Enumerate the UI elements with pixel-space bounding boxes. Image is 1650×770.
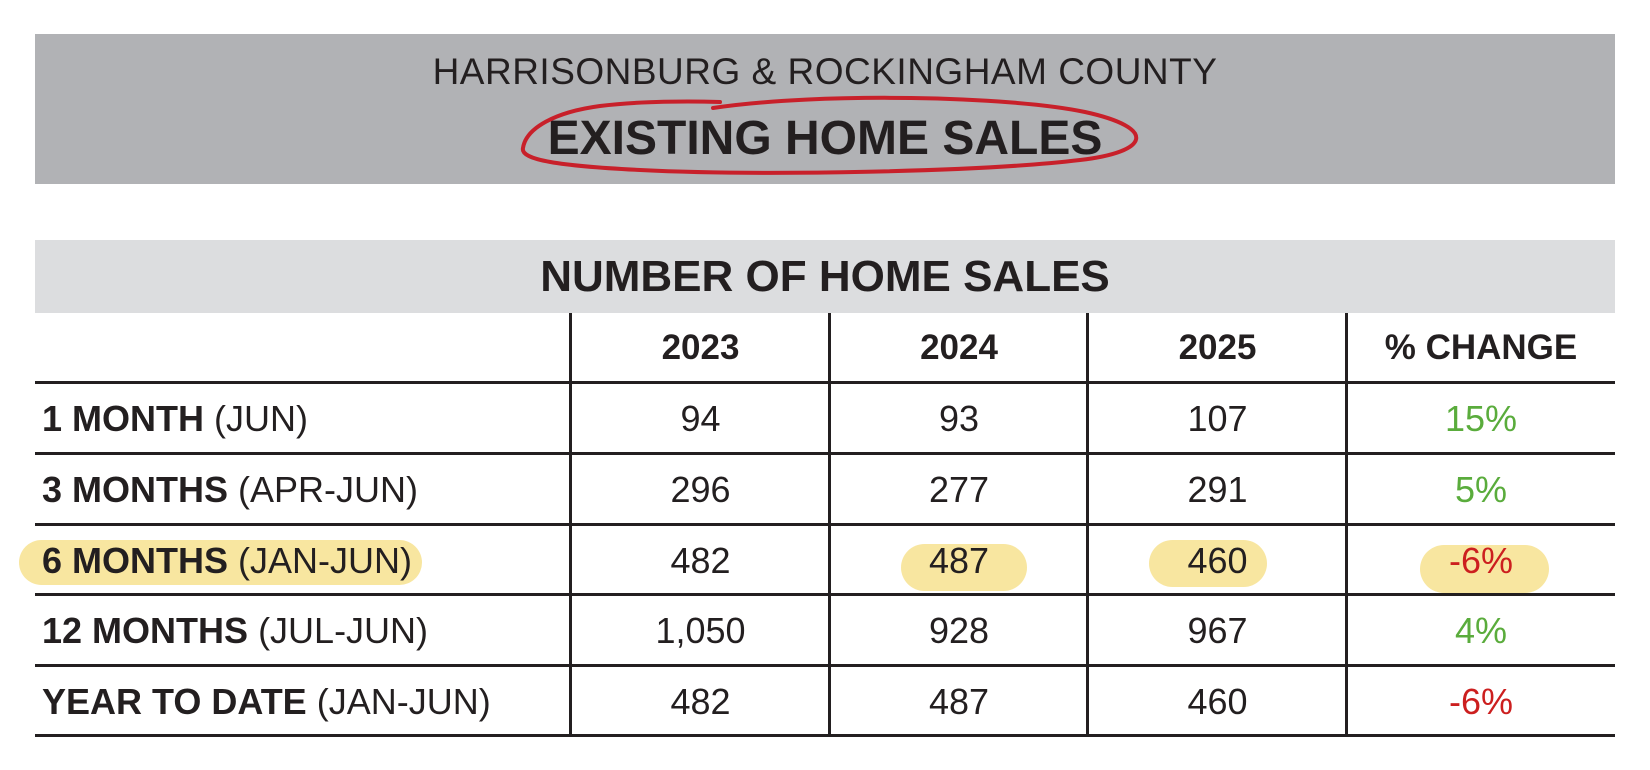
highlight-mark (1420, 545, 1549, 593)
table-row-year-to-date: YEAR TO DATE (JAN-JUN) 482 487 460 -6% (35, 667, 1615, 737)
header-banner: HARRISONBURG & ROCKINGHAM COUNTY EXISTIN… (35, 34, 1615, 184)
column-header-2023: 2023 (661, 328, 740, 367)
row-divider (35, 664, 1615, 667)
cell-2024: 93 (938, 398, 980, 439)
row-label-period: YEAR TO DATE (42, 681, 307, 722)
cell-2025: 107 (1187, 398, 1248, 439)
table-row-1-month: 1 MONTH (JUN) 94 93 107 15% (35, 384, 1615, 454)
cell-percent-change: 5% (1454, 469, 1508, 510)
row-label-range: (JAN-JUN) (316, 681, 491, 722)
highlight-mark (1149, 540, 1267, 587)
column-header-change: % CHANGE (1384, 328, 1578, 367)
cell-2024: 487 (928, 540, 990, 581)
row-label-range: (JUN) (214, 398, 308, 439)
row-divider (35, 593, 1615, 596)
column-header-2024: 2024 (920, 328, 998, 367)
cell-2024: 487 (928, 681, 990, 722)
row-label-period: 12 MONTHS (42, 610, 249, 651)
header-title: EXISTING HOME SALES (547, 112, 1103, 165)
cell-2023: 482 (670, 681, 731, 722)
row-divider (35, 452, 1615, 455)
row-divider (35, 381, 1615, 384)
cell-2025: 460 (1187, 540, 1248, 581)
row-label-range: (JUL-JUN) (258, 610, 429, 651)
row-label: 6 MONTHS (JAN-JUN) (42, 526, 412, 596)
row-label: 1 MONTH (JUN) (42, 384, 308, 454)
column-divider (1086, 313, 1089, 736)
highlight-mark (19, 540, 422, 585)
row-label: 3 MONTHS (APR-JUN) (42, 455, 418, 525)
cell-percent-change: -6% (1448, 540, 1514, 581)
column-divider (828, 313, 831, 736)
cell-2023: 296 (670, 469, 731, 510)
row-label: 12 MONTHS (JUL-JUN) (42, 596, 428, 666)
cell-2023: 94 (680, 398, 721, 439)
row-label-range: (APR-JUN) (238, 469, 419, 510)
column-header-2025: 2025 (1178, 328, 1257, 367)
cell-2023: 1,050 (655, 610, 746, 651)
row-label-period: 3 MONTHS (42, 469, 229, 510)
row-label: YEAR TO DATE (JAN-JUN) (42, 667, 491, 737)
column-divider (1345, 313, 1348, 736)
table-title: NUMBER OF HOME SALES (35, 240, 1615, 313)
cell-2024: 277 (928, 469, 990, 510)
table-row-12-months: 12 MONTHS (JUL-JUN) 1,050 928 967 4% (35, 596, 1615, 666)
row-label-range: (JAN-JUN) (238, 540, 413, 581)
header-subtitle: HARRISONBURG & ROCKINGHAM COUNTY (432, 51, 1218, 92)
cell-2024: 928 (928, 610, 990, 651)
highlight-mark (901, 544, 1027, 591)
cell-2025: 460 (1187, 681, 1248, 722)
table-row-6-months: 6 MONTHS (JAN-JUN) 482 487 460 -6% (19, 526, 1615, 596)
cell-percent-change: -6% (1448, 681, 1514, 722)
cell-2025: 291 (1187, 469, 1248, 510)
table-bottom-border (35, 734, 1615, 737)
cell-percent-change: 4% (1454, 610, 1508, 651)
column-divider (569, 313, 572, 736)
cell-percent-change: 15% (1444, 398, 1518, 439)
row-label-period: 6 MONTHS (42, 540, 229, 581)
row-divider (35, 523, 1615, 526)
row-label-period: 1 MONTH (42, 398, 204, 439)
cell-2023: 482 (670, 540, 731, 581)
table-row-3-months: 3 MONTHS (APR-JUN) 296 277 291 5% (35, 455, 1615, 525)
cell-2025: 967 (1187, 610, 1248, 651)
